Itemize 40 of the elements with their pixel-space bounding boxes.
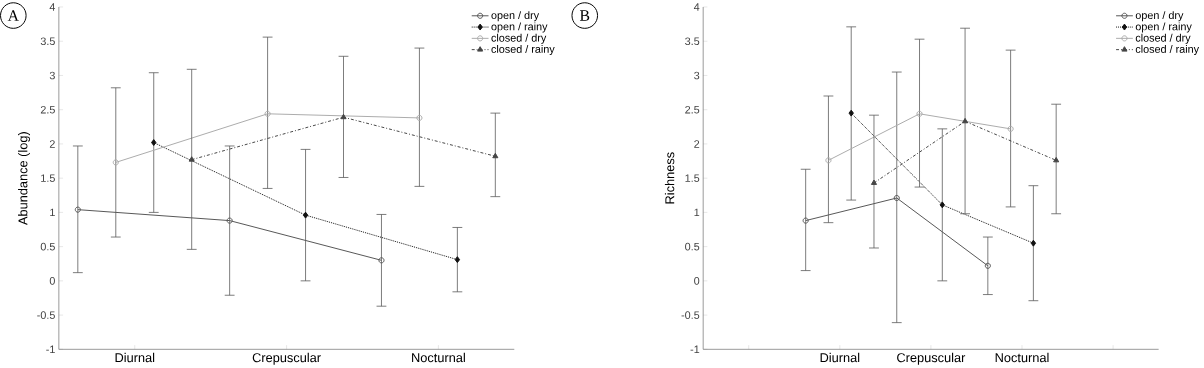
y-tick-label: 0 [49, 277, 55, 285]
y-tick-label: 3 [694, 71, 700, 80]
y-tick-label: 4 [693, 3, 700, 11]
y-tick-label: 2 [49, 140, 55, 148]
text: A [7, 10, 19, 21]
y-tick-label: 2 [694, 140, 700, 148]
y-tick-label: 4 [49, 3, 56, 11]
legend-label: open / rainy [491, 22, 548, 33]
legend-label: closed / dry [1135, 33, 1191, 44]
y-tick-label: 0.5 [685, 242, 700, 251]
y-tick-label: 3.5 [40, 37, 55, 46]
text: B [579, 10, 590, 21]
legend-label: closed / rainy [1135, 44, 1200, 56]
y-axis-title: Richness [664, 152, 675, 204]
y-tick-label: 2.5 [685, 105, 700, 114]
x-tick-label: Nocturnal [412, 352, 465, 363]
y-tick-label: -0.5 [37, 311, 55, 319]
legend-label: open / rainy [1135, 22, 1192, 33]
y-tick-label: 1.5 [685, 174, 700, 182]
legend-label: closed / rainy [491, 44, 555, 56]
y-tick-label: 0 [694, 277, 700, 285]
y-tick-label: 1.5 [41, 174, 55, 182]
y-tick-label: 0.5 [40, 242, 55, 251]
y-tick-label: 1 [50, 208, 55, 217]
y-tick-label: -1 [690, 345, 700, 354]
legend-label: open / dry [491, 11, 540, 22]
x-tick-label: Diurnal [115, 352, 155, 363]
y-tick-label: 3 [49, 71, 55, 80]
y-tick-label: 3.5 [685, 37, 700, 46]
y-axis-title: Abundance (log) [18, 132, 30, 226]
x-tick-label: Diurnal [820, 352, 860, 363]
x-tick-label: Nocturnal [995, 352, 1049, 363]
x-tick-label: Crepuscular [252, 352, 321, 365]
y-tick-label: -1 [46, 345, 55, 354]
y-tick-label: 1 [694, 208, 700, 217]
y-tick-label: 2.5 [40, 105, 55, 114]
y-tick-label: -0.5 [681, 311, 700, 319]
legend-label: closed / dry [491, 33, 547, 44]
legend-label: open / dry [1135, 11, 1184, 22]
x-tick-label: Crepuscular [897, 352, 966, 365]
